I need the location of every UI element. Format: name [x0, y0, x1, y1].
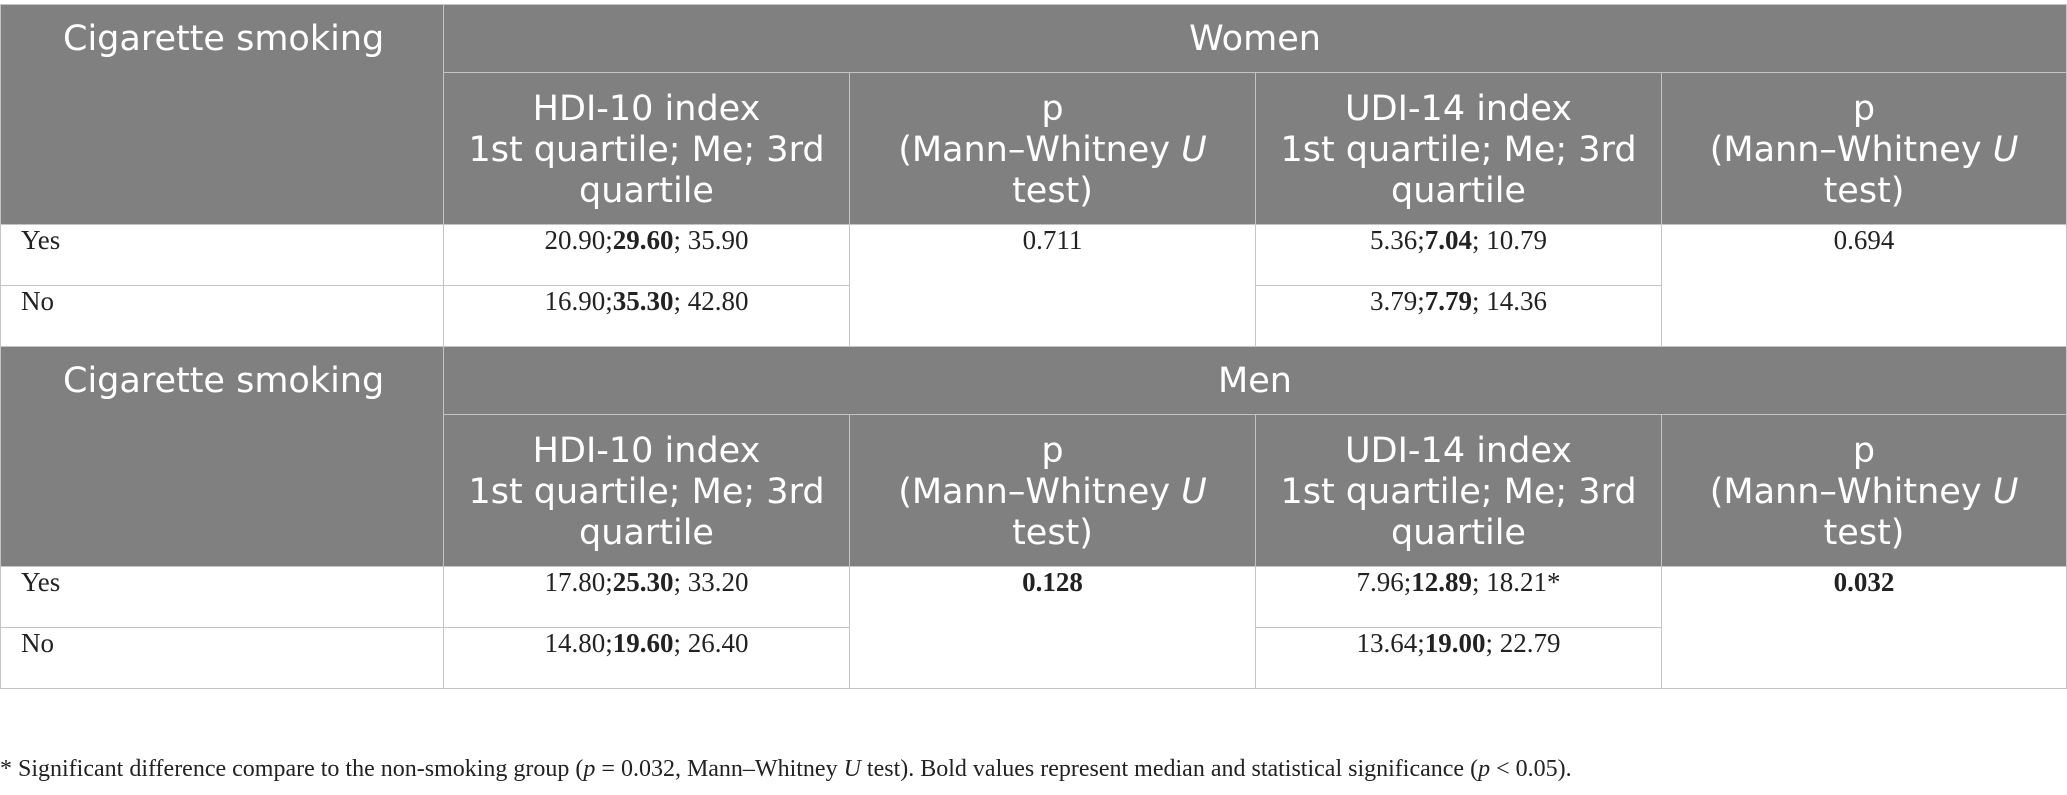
udi-cell: 7.96;12.89; 18.21* [1255, 566, 1662, 628]
table-footnote: * Significant difference compare to the … [0, 756, 1572, 782]
group-header-women: Women [442, 4, 2067, 73]
table-row: Yes 20.90;29.60; 35.90 0.711 5.36;7.04; … [0, 224, 2067, 347]
row-label: Yes [0, 224, 444, 286]
hdi-header: HDI-10 index 1st quartile; Me; 3rd quartil… [443, 72, 850, 225]
women-subheader-row: HDI-10 index 1st quartile; Me; 3rd quartil… [1, 72, 2067, 225]
p-value-cell: 0.128 [849, 566, 1256, 689]
udi-header: UDI-14 index 1st quartile; Me; 3rd quartil… [1255, 72, 1662, 225]
women-group-header-row: Cigarette smoking Women [0, 4, 2067, 225]
results-table: Cigarette smoking Women HDI-10 index 1st … [0, 4, 2067, 689]
row-label: Yes [0, 566, 444, 628]
men-subheader-row: HDI-10 index 1st quartile; Me; 3rd quartil… [1, 414, 2067, 567]
row-header: Cigarette smoking [0, 346, 444, 567]
hdi-cell: 16.90;35.30; 42.80 [443, 285, 850, 347]
hdi-cell: 14.80;19.60; 26.40 [443, 627, 850, 689]
row-label: No [0, 627, 444, 689]
table-row: No 16.90;35.30; 42.80 3.79;7.79; 14.36 [0, 285, 2067, 347]
group-header-men: Men [442, 346, 2067, 415]
hdi-header: HDI-10 index 1st quartile; Me; 3rd quartil… [443, 414, 850, 567]
table-row: Yes 17.80;25.30; 33.20 0.128 7.96;12.89;… [0, 566, 2067, 689]
p-value-cell: 0.694 [1660, 224, 2067, 347]
p-value-cell: 0.032 [1660, 566, 2067, 689]
udi-cell: 3.79;7.79; 14.36 [1255, 285, 1662, 347]
p-value-cell: 0.711 [849, 224, 1256, 347]
men-group-header-row: Cigarette smoking Men [0, 346, 2067, 567]
udi-header: UDI-14 index 1st quartile; Me; 3rd quartil… [1255, 414, 1662, 567]
hdi-cell: 17.80;25.30; 33.20 [443, 566, 850, 628]
udi-cell: 13.64;19.00; 22.79 [1255, 627, 1662, 689]
row-label: No [0, 285, 444, 347]
row-header: Cigarette smoking [0, 4, 444, 225]
table-row: No 14.80;19.60; 26.40 13.64;19.00; 22.79 [0, 627, 2067, 689]
hdi-cell: 20.90;29.60; 35.90 [443, 224, 850, 286]
udi-cell: 5.36;7.04; 10.79 [1255, 224, 1662, 286]
